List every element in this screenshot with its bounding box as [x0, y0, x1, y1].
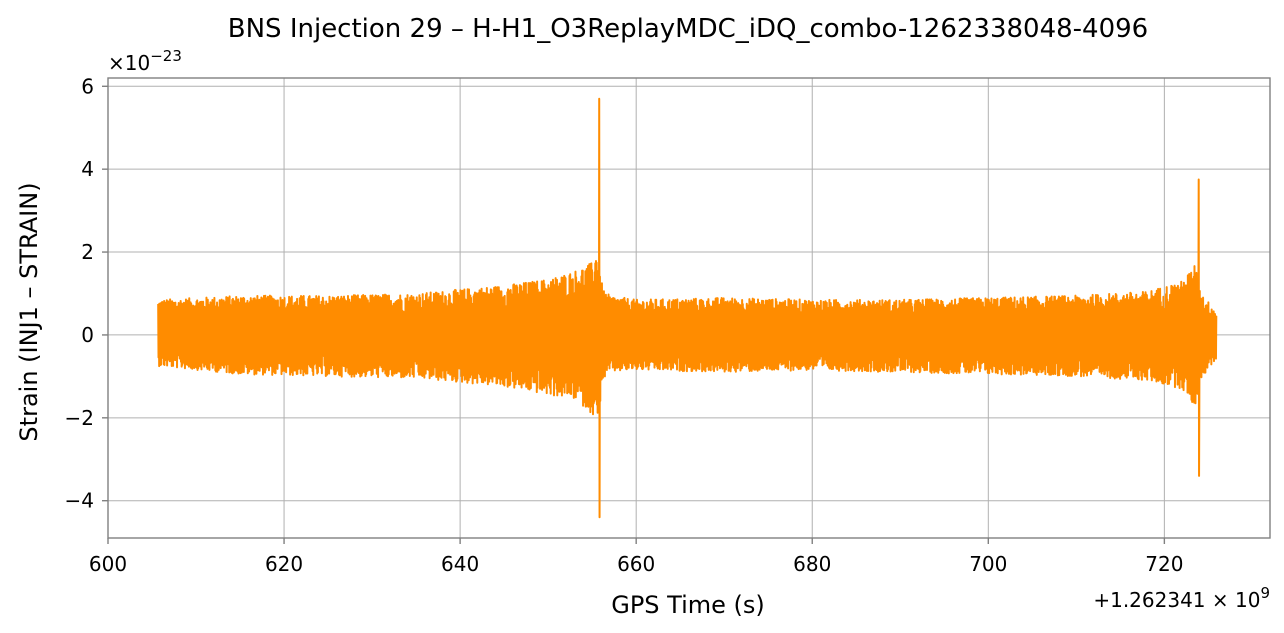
plot-frame: [107, 77, 1271, 539]
x-tick-label: 660: [617, 552, 655, 576]
y-multiplier-label: ×10−23: [108, 47, 182, 75]
y-tick-label: −2: [65, 406, 94, 430]
chart-title: BNS Injection 29 – H-H1_O3ReplayMDC_iDQ_…: [228, 14, 1148, 44]
x-tick-label: 620: [265, 552, 303, 576]
y-tick-label: 0: [81, 323, 94, 347]
y-tick-label: 4: [81, 157, 94, 181]
x-axis-title: GPS Time (s): [611, 591, 765, 619]
x-tick-label: 640: [441, 552, 479, 576]
y-tick-label: 2: [81, 240, 94, 264]
y-axis-ticks: −4 −2 0 2 4 6: [65, 74, 108, 513]
x-tick-label: 720: [1145, 552, 1183, 576]
x-tick-label: 680: [793, 552, 831, 576]
y-multiplier-exponent: −23: [150, 47, 182, 65]
y-tick-label: 6: [81, 74, 94, 98]
strain-series: [157, 97, 1218, 519]
y-axis-title: Strain (INJ1 – STRAIN): [15, 182, 43, 441]
x-offset-label: +1.262341 × 109: [1093, 584, 1270, 612]
x-tick-label: 700: [969, 552, 1007, 576]
x-axis-ticks: 600 620 640 660 680 700 720: [89, 538, 1183, 576]
x-tick-label: 600: [89, 552, 127, 576]
y-tick-label: −4: [65, 489, 94, 513]
y-multiplier-base: ×10: [108, 51, 150, 75]
strain-line: [157, 97, 1218, 519]
x-offset-exponent: 9: [1260, 584, 1270, 602]
x-offset-base: +1.262341 × 10: [1093, 588, 1260, 612]
